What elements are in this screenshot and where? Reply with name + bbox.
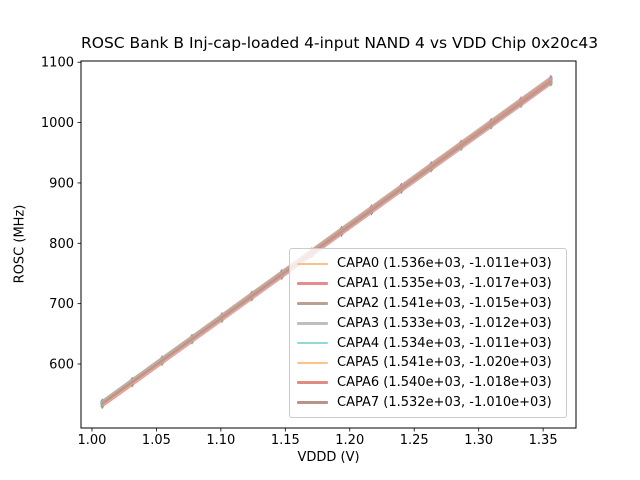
x-tick-label: 1.05 <box>142 433 171 448</box>
y-tick-label: 1100 <box>41 56 74 71</box>
y-tick-label: 1000 <box>41 116 74 131</box>
legend-label: CAPA7 (1.532e+03, -1.010e+03) <box>337 394 552 410</box>
legend-row-capa5: CAPA5 (1.541e+03, -1.020e+03) <box>297 353 560 373</box>
x-tick-label: 1.15 <box>271 433 300 448</box>
legend-label: CAPA2 (1.541e+03, -1.015e+03) <box>337 295 552 311</box>
capa0-swatch-line <box>297 262 328 266</box>
capa1-swatch-line <box>297 282 328 285</box>
x-tick-label: 1.30 <box>464 433 493 448</box>
legend-row-capa7: CAPA7 (1.532e+03, -1.010e+03) <box>297 393 560 413</box>
legend-row-capa1: CAPA1 (1.535e+03, -1.017e+03) <box>297 274 560 294</box>
y-tick-label: 600 <box>49 358 74 373</box>
legend-label: CAPA6 (1.540e+03, -1.018e+03) <box>337 375 552 391</box>
legend-row-capa2: CAPA2 (1.541e+03, -1.015e+03) <box>297 294 560 314</box>
capa3-swatch-line <box>297 321 328 325</box>
x-tick-label: 1.10 <box>206 433 235 448</box>
x-axis-label: VDDD (V) <box>297 450 360 465</box>
capa2-swatch-line <box>297 302 328 305</box>
legend-label: CAPA1 (1.535e+03, -1.017e+03) <box>337 276 552 292</box>
CAPA7-fit-line <box>101 80 553 406</box>
capa6-swatch-line <box>297 381 328 384</box>
legend-row-capa0: CAPA0 (1.536e+03, -1.011e+03) <box>297 254 560 274</box>
legend-row-capa4: CAPA4 (1.534e+03, -1.011e+03) <box>297 333 560 353</box>
capa7-swatch-line <box>297 401 328 404</box>
y-tick-label: 900 <box>49 176 74 191</box>
y-tick-label: 700 <box>49 297 74 312</box>
x-tick-label: 1.35 <box>529 433 558 448</box>
y-axis-label: ROSC (MHz) <box>12 204 28 284</box>
legend-row-capa3: CAPA3 (1.533e+03, -1.012e+03) <box>297 313 560 333</box>
legend-label: CAPA4 (1.534e+03, -1.011e+03) <box>337 335 552 351</box>
x-tick-label: 1.20 <box>335 433 364 448</box>
y-tick-label: 800 <box>49 237 74 252</box>
legend-label: CAPA0 (1.536e+03, -1.011e+03) <box>337 256 552 272</box>
axes-frame <box>80 60 577 429</box>
capa5-swatch-line <box>297 361 328 365</box>
capa4-swatch-line <box>297 341 328 345</box>
CAPA2-fit-line <box>101 76 553 403</box>
legend-label: CAPA5 (1.541e+03, -1.020e+03) <box>337 355 552 371</box>
legend-row-capa6: CAPA6 (1.540e+03, -1.018e+03) <box>297 373 560 393</box>
chart-title: ROSC Bank B Inj-cap-loaded 4-input NAND … <box>81 34 599 52</box>
x-tick-label: 1.25 <box>400 433 429 448</box>
x-tick-label: 1.00 <box>77 433 106 448</box>
legend-label: CAPA3 (1.533e+03, -1.012e+03) <box>337 315 552 331</box>
legend: CAPA0 (1.536e+03, -1.011e+03) CAPA1 (1.53… <box>289 248 567 419</box>
